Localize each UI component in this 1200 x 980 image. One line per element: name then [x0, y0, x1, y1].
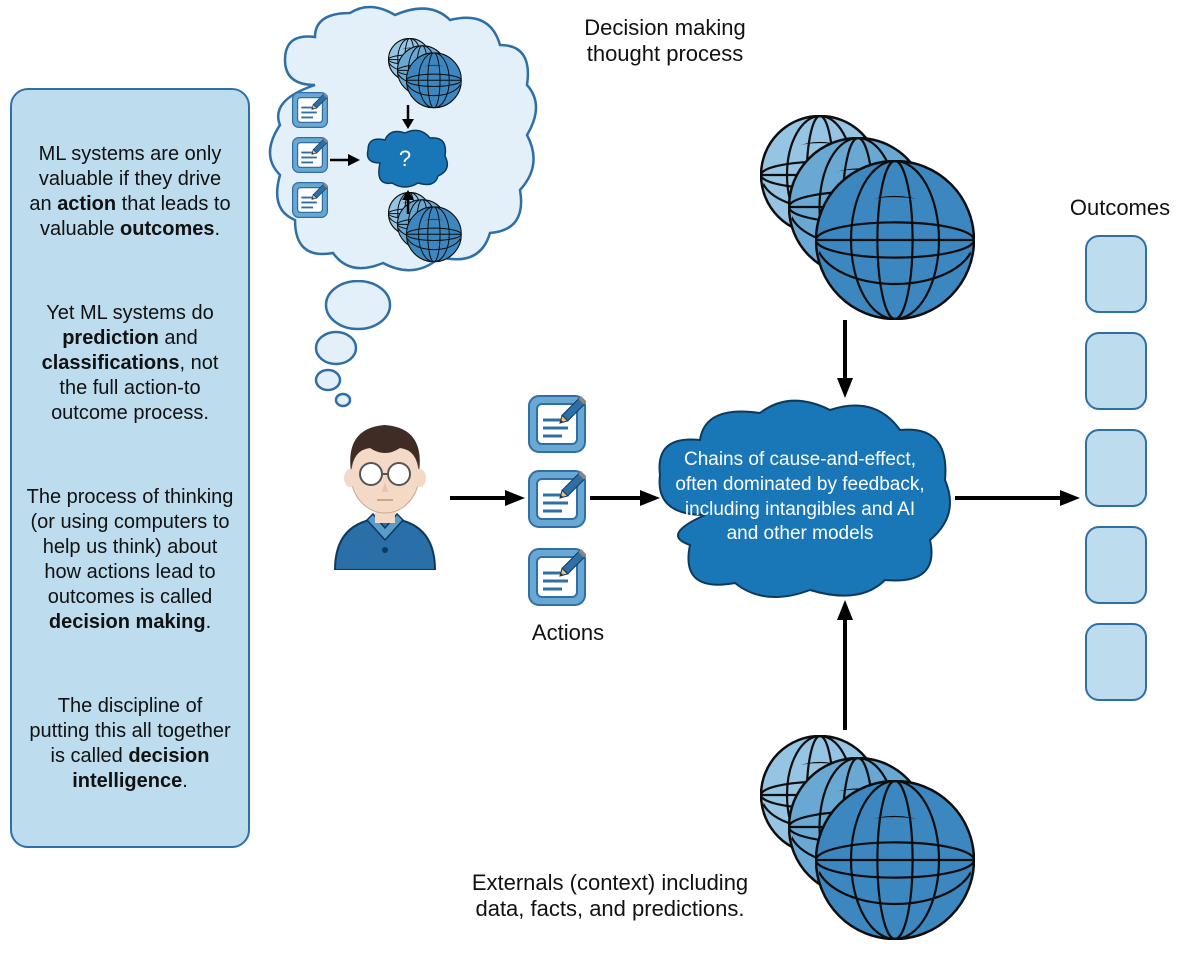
- outcome-box-3: [1085, 429, 1147, 507]
- outcome-box-4: [1085, 526, 1147, 604]
- arrow-globe-top-to-cloud: [835, 320, 855, 398]
- sidebar-para-2: Yet ML systems do prediction and classif…: [26, 301, 234, 426]
- arrow-person-to-actions: [450, 488, 525, 508]
- question-mark: ?: [399, 146, 411, 171]
- externals-label: Externals (context) includingdata, facts…: [445, 870, 775, 923]
- thought-note-2: [292, 137, 328, 173]
- action-note-1: [528, 395, 586, 453]
- sidebar-para-4: The discipline of putting this all toget…: [26, 694, 234, 794]
- action-note-2: [528, 470, 586, 528]
- globe-group-bottom: [760, 735, 965, 940]
- person-icon: [325, 410, 445, 570]
- outcome-box-1: [1085, 235, 1147, 313]
- arrow-globe-bottom-to-cloud: [835, 600, 855, 730]
- thought-title-label: Decision makingthought process: [555, 15, 775, 68]
- thought-note-1: [292, 92, 328, 128]
- main-cloud-text: Chains of cause-and-effect, often domina…: [645, 395, 955, 600]
- outcome-box-5: [1085, 623, 1147, 701]
- thought-trail: [288, 280, 398, 410]
- main-cloud: Chains of cause-and-effect, often domina…: [645, 395, 955, 600]
- arrow-cloud-to-outcomes: [955, 488, 1080, 508]
- sidebar-info-box: ML systems are only valuable if they dri…: [10, 88, 250, 848]
- globe-group-top: [760, 115, 965, 320]
- question-cloud: ?: [360, 128, 450, 188]
- sidebar-para-1: ML systems are only valuable if they dri…: [26, 142, 234, 242]
- thought-arrow-up: [398, 190, 418, 214]
- action-note-3: [528, 548, 586, 606]
- sidebar-para-3: The process of thinking (or using comput…: [26, 485, 234, 635]
- thought-arrow-down: [398, 105, 418, 129]
- thought-arrow-right: [330, 152, 360, 168]
- actions-label: Actions: [518, 620, 618, 646]
- outcome-box-2: [1085, 332, 1147, 410]
- outcomes-label: Outcomes: [1060, 195, 1180, 221]
- thought-globe-top: [388, 38, 456, 106]
- thought-note-3: [292, 182, 328, 218]
